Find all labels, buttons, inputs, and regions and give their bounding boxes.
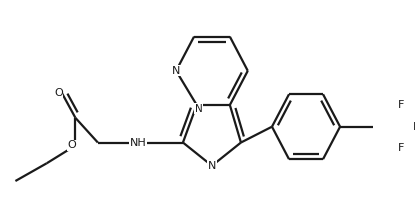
Text: F: F <box>413 122 415 132</box>
Text: N: N <box>172 66 180 76</box>
Text: N: N <box>208 161 216 171</box>
Text: F: F <box>398 100 404 110</box>
Text: O: O <box>68 140 76 150</box>
Text: F: F <box>398 143 404 153</box>
Text: N: N <box>195 104 203 114</box>
Text: NH: NH <box>130 138 146 148</box>
Text: O: O <box>54 88 63 98</box>
